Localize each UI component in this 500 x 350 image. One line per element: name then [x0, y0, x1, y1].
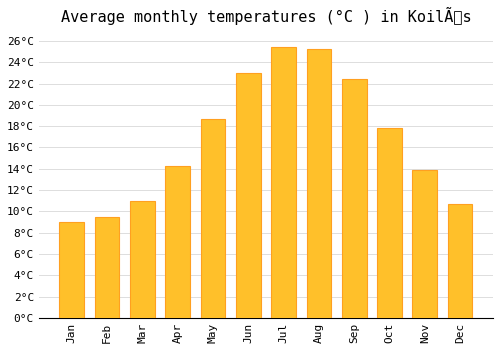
Bar [130, 201, 155, 318]
Bar [448, 204, 472, 318]
Bar [94, 217, 120, 318]
Bar [200, 119, 226, 318]
Bar [306, 49, 331, 318]
Title: Average monthly temperatures (°C ) in KoilÃs: Average monthly temperatures (°C ) in Ko… [60, 7, 471, 25]
Bar [271, 47, 296, 318]
Bar [412, 170, 437, 318]
Bar [60, 222, 84, 318]
Bar [342, 79, 366, 318]
Bar [236, 73, 260, 318]
Bar [166, 166, 190, 318]
Bar [377, 128, 402, 318]
